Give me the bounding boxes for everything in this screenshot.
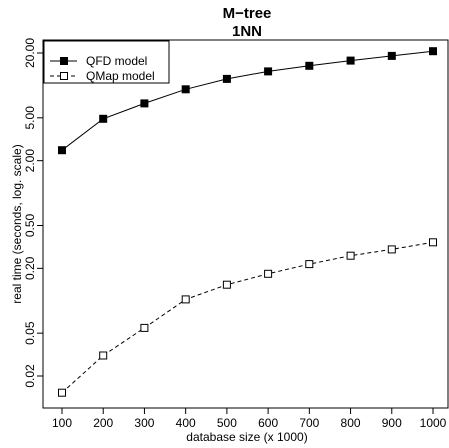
data-point-qmap	[140, 323, 149, 332]
y-axis: 0.02 0.05 0.20 0.50 2.00 5.00 20.00	[23, 38, 43, 388]
data-point-qmap	[346, 251, 355, 260]
x-tick-label: 200	[93, 416, 113, 430]
legend-marker-qfd	[60, 57, 68, 65]
data-point-qfd	[264, 67, 273, 76]
data-point-qfd	[387, 51, 396, 60]
data-point-qmap	[387, 245, 396, 254]
data-point-qmap	[222, 280, 231, 289]
legend-label-qmap: QMap model	[86, 69, 155, 83]
data-point-qmap	[99, 351, 108, 360]
legend-marker-qmap	[60, 72, 68, 80]
series-layer	[58, 47, 437, 397]
series-line-qfd	[61, 50, 434, 151]
x-tick-label: 100	[52, 416, 72, 430]
y-tick-label: 0.50	[23, 213, 37, 237]
legend: QFD model QMap model	[43, 40, 170, 84]
y-tick-label: 0.02	[23, 364, 37, 388]
data-point-qfd	[305, 61, 314, 70]
data-point-qfd	[181, 85, 190, 94]
x-tick-label: 500	[217, 416, 237, 430]
y-tick-label: 0.05	[23, 321, 37, 345]
data-point-qfd	[429, 47, 437, 56]
x-tick-label: 600	[258, 416, 278, 430]
y-tick-label: 2.00	[23, 149, 37, 173]
legend-label-qfd: QFD model	[86, 54, 147, 68]
x-tick-label: 800	[341, 416, 361, 430]
chart-subtitle: 1NN	[232, 23, 262, 40]
x-tick-label: 900	[382, 416, 402, 430]
data-point-qfd	[99, 114, 108, 123]
data-point-qmap	[305, 260, 314, 269]
x-tick-label: 1000	[420, 416, 447, 430]
x-axis: 100 200 300 400 500 600 700 800 900 1000	[52, 408, 447, 430]
data-point-qmap	[429, 238, 437, 247]
y-tick-label: 5.00	[23, 106, 37, 130]
chart-title: M−tree	[223, 5, 272, 22]
data-point-qmap	[181, 295, 190, 304]
data-point-qmap	[264, 269, 273, 278]
x-axis-label: database size (x 1000)	[186, 430, 307, 444]
plot-frame	[42, 39, 449, 409]
x-tick-label: 400	[176, 416, 196, 430]
data-point-qfd	[222, 74, 231, 83]
y-tick-label: 20.00	[23, 38, 37, 68]
x-tick-label: 700	[299, 416, 319, 430]
data-point-qfd	[346, 56, 355, 65]
y-tick-label: 0.20	[23, 256, 37, 280]
data-point-qmap	[58, 388, 66, 397]
y-axis-label: real time (seconds, log. scale)	[10, 144, 24, 303]
x-tick-label: 300	[134, 416, 154, 430]
series-line-qmap	[61, 241, 434, 394]
data-point-qfd	[140, 99, 149, 108]
data-point-qfd	[58, 146, 66, 155]
